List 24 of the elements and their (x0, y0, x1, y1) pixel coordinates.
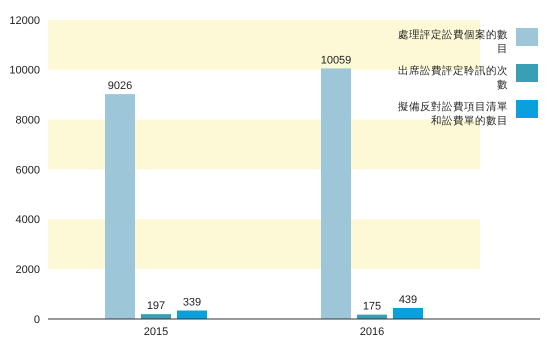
data-label: 9026 (108, 80, 132, 92)
y-tick-label: 4000 (16, 214, 40, 226)
y-tick-label: 12000 (9, 14, 40, 27)
bar (141, 314, 171, 319)
data-label: 339 (182, 296, 202, 309)
y-tick-label: 8000 (16, 114, 40, 127)
legend-label: 出席訟費評定聆訊的次數 (397, 64, 508, 92)
x-tick-label: 2015 (144, 326, 168, 338)
bar (357, 314, 387, 319)
data-label: 197 (146, 300, 166, 312)
y-tick-label: 0 (34, 314, 40, 326)
y-tick-label: 10000 (9, 64, 40, 77)
x-tick-label: 2016 (360, 326, 384, 338)
bar (105, 94, 135, 319)
bar (321, 68, 351, 319)
bar (393, 308, 423, 319)
y-tick-label: 2000 (16, 264, 40, 276)
y-tick-label: 6000 (16, 164, 40, 176)
data-label: 175 (362, 300, 382, 313)
bar (177, 310, 207, 319)
legend-label: 擬備反對訟費項目清單和訟費單的數目 (397, 100, 508, 128)
data-label: 439 (398, 294, 418, 306)
legend-label: 處理評定訟費個案的數目 (397, 28, 508, 56)
data-label: 10059 (320, 54, 352, 66)
